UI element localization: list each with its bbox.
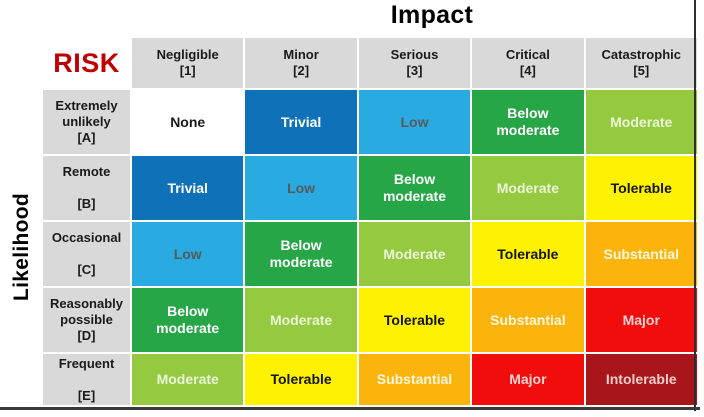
matrix-cell: Trivial	[245, 90, 357, 154]
matrix-cell: Moderate	[245, 288, 357, 352]
impact-level-code: [3]	[406, 63, 423, 78]
matrix-cell: Substantial	[585, 222, 697, 286]
matrix-cell: Intolerable	[585, 354, 697, 405]
impact-level-name: Catastrophic	[601, 47, 681, 62]
matrix-cell: None	[132, 90, 244, 154]
likelihood-axis-text: Likelihood	[10, 193, 33, 301]
impact-level-code: [4]	[519, 63, 536, 78]
matrix-cell: Moderate	[585, 90, 697, 154]
matrix-cell: Low	[132, 222, 244, 286]
risk-matrix-table: RISK Negligible [1] Minor [2] Serious [3] Criti…	[43, 38, 697, 405]
impact-column-header-4: Critical [4]	[472, 38, 584, 88]
matrix-cell: Major	[472, 354, 584, 405]
likelihood-level-name: Frequent	[58, 355, 115, 371]
matrix-cell: Below moderate	[132, 288, 244, 352]
likelihood-row-header-D: Reasonably possible [D]	[43, 288, 130, 352]
matrix-cell: Low	[358, 90, 471, 154]
likelihood-row-header-A: Extremely unlikely [A]	[43, 90, 130, 154]
matrix-cell: Below moderate	[358, 156, 471, 220]
matrix-cell: Trivial	[132, 156, 244, 220]
likelihood-level-name: Occasional	[51, 230, 122, 245]
likelihood-level-code: [C]	[77, 262, 96, 277]
slide-right-border	[694, 0, 696, 411]
likelihood-level-code: [D]	[77, 328, 96, 343]
matrix-cell: Tolerable	[472, 222, 584, 286]
slide-bottom-border	[0, 407, 700, 410]
likelihood-level-code: [E]	[77, 387, 96, 403]
likelihood-row-header-B: Remote [B]	[43, 156, 130, 220]
impact-level-code: [5]	[633, 63, 650, 78]
impact-level-name: Minor	[283, 47, 319, 62]
matrix-cell: Major	[585, 288, 697, 352]
matrix-cell: Tolerable	[245, 354, 357, 405]
likelihood-row-header-C: Occasional [C]	[43, 222, 130, 286]
matrix-cell: Moderate	[472, 156, 584, 220]
impact-level-code: [1]	[179, 63, 196, 78]
matrix-cell: Substantial	[358, 354, 471, 405]
impact-column-header-3: Serious [3]	[358, 38, 471, 88]
risk-corner-label: RISK	[43, 38, 130, 88]
matrix-cell: Moderate	[358, 222, 471, 286]
impact-level-name: Negligible	[156, 47, 219, 62]
impact-level-name: Critical	[505, 47, 550, 62]
matrix-cell: Moderate	[132, 354, 244, 405]
matrix-cell: Below moderate	[245, 222, 357, 286]
likelihood-level-code: [A]	[77, 130, 96, 145]
impact-column-header-1: Negligible [1]	[132, 38, 244, 88]
likelihood-level-name: Remote	[62, 164, 111, 179]
impact-column-header-2: Minor [2]	[245, 38, 357, 88]
matrix-cell: Tolerable	[358, 288, 471, 352]
matrix-cell: Tolerable	[585, 156, 697, 220]
impact-column-header-5: Catastrophic [5]	[585, 38, 697, 88]
likelihood-level-name: Reasonably possible	[50, 296, 123, 327]
impact-level-name: Serious	[390, 47, 439, 62]
likelihood-row-header-E: Frequent [E]	[43, 354, 130, 405]
matrix-cell: Substantial	[472, 288, 584, 352]
matrix-cell: Low	[245, 156, 357, 220]
impact-level-code: [2]	[293, 63, 310, 78]
matrix-cell: Below moderate	[472, 90, 584, 154]
impact-axis-title: Impact	[390, 1, 474, 29]
likelihood-axis-title: Likelihood	[1, 88, 43, 406]
likelihood-level-code: [B]	[77, 196, 96, 211]
likelihood-level-name: Extremely unlikely	[55, 98, 118, 129]
